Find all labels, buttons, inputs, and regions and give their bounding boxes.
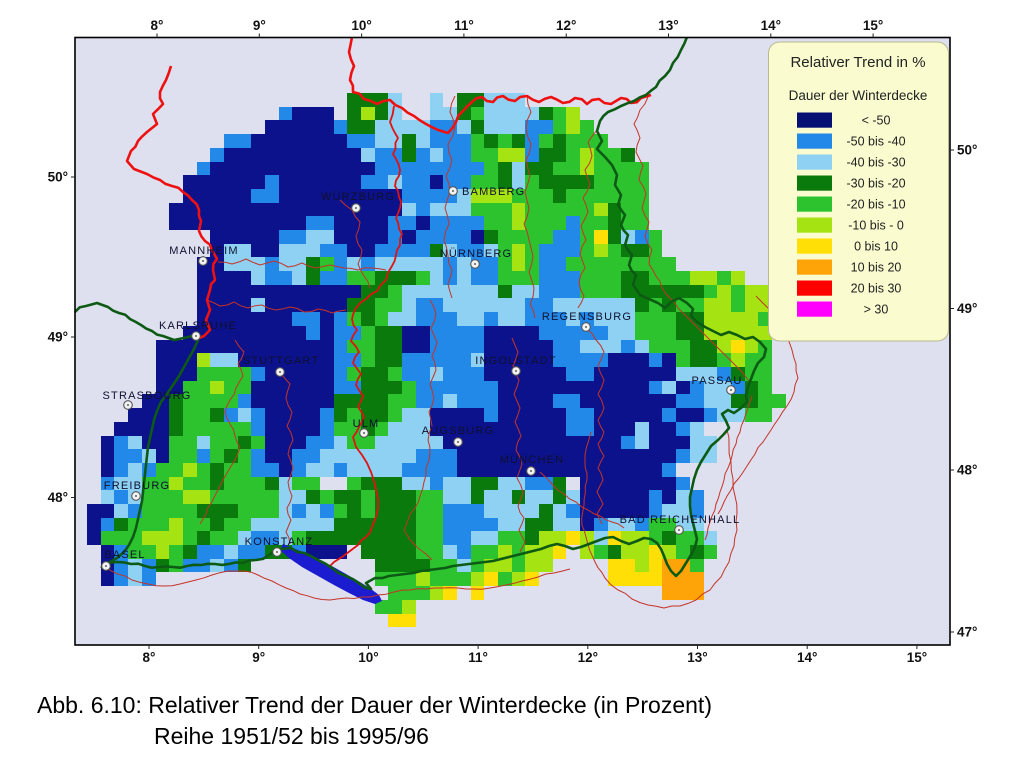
- svg-text:-20 bis -10: -20 bis -10: [846, 198, 905, 212]
- svg-text:20 bis 30: 20 bis 30: [851, 282, 902, 296]
- svg-text:Dauer der Winterdecke: Dauer der Winterdecke: [789, 88, 928, 103]
- svg-text:-40 bis -30: -40 bis -30: [846, 156, 905, 170]
- svg-text:KARLSRUHE: KARLSRUHE: [159, 320, 237, 332]
- svg-text:NÜRNBERG: NÜRNBERG: [440, 248, 513, 260]
- svg-text:-50 bis -40: -50 bis -40: [846, 135, 905, 149]
- svg-text:9°: 9°: [253, 18, 266, 33]
- svg-text:STRASBOURG: STRASBOURG: [102, 390, 191, 402]
- svg-text:Reihe 1951/52 bis 1995/96: Reihe 1951/52 bis 1995/96: [154, 723, 429, 749]
- svg-text:10°: 10°: [358, 650, 378, 665]
- svg-text:0 bis 10: 0 bis 10: [854, 240, 898, 254]
- svg-text:< -50: < -50: [862, 114, 891, 128]
- svg-text:BAMBERG: BAMBERG: [462, 186, 525, 198]
- svg-text:15°: 15°: [863, 18, 883, 33]
- svg-text:REGENSBURG: REGENSBURG: [542, 311, 632, 323]
- svg-text:14°: 14°: [761, 18, 781, 33]
- svg-text:50°: 50°: [48, 170, 68, 185]
- svg-text:8°: 8°: [151, 18, 164, 33]
- svg-text:MÜNCHEN: MÜNCHEN: [500, 454, 565, 466]
- svg-text:-30 bis -20: -30 bis -20: [846, 177, 905, 191]
- svg-text:48°: 48°: [48, 490, 68, 505]
- svg-text:50°: 50°: [957, 143, 977, 158]
- svg-text:10 bis 20: 10 bis 20: [851, 261, 902, 275]
- svg-text:FREIBURG: FREIBURG: [104, 480, 170, 492]
- svg-text:11°: 11°: [454, 18, 474, 33]
- svg-text:13°: 13°: [687, 650, 707, 665]
- svg-text:STUTTGART: STUTTGART: [243, 355, 320, 367]
- svg-text:WÜRZBURG: WÜRZBURG: [321, 191, 395, 203]
- svg-text:12°: 12°: [556, 18, 576, 33]
- svg-text:BAD REICHENHALL: BAD REICHENHALL: [620, 514, 741, 526]
- svg-text:PASSAU: PASSAU: [691, 375, 742, 387]
- svg-text:AUGSBURG: AUGSBURG: [422, 425, 495, 437]
- svg-text:9°: 9°: [252, 650, 265, 665]
- svg-text:BASEL: BASEL: [104, 549, 145, 561]
- svg-text:11°: 11°: [468, 650, 488, 665]
- svg-text:Abb. 6.10: Relativer Trend der: Abb. 6.10: Relativer Trend der Dauer der…: [37, 692, 712, 718]
- svg-text:49°: 49°: [48, 330, 68, 345]
- svg-text:-10 bis - 0: -10 bis - 0: [848, 219, 904, 233]
- svg-text:15°: 15°: [907, 650, 927, 665]
- svg-text:12°: 12°: [578, 650, 598, 665]
- svg-text:10°: 10°: [351, 18, 371, 33]
- svg-text:48°: 48°: [957, 463, 977, 478]
- svg-text:14°: 14°: [797, 650, 817, 665]
- svg-text:> 30: > 30: [864, 303, 889, 317]
- svg-text:ULM: ULM: [353, 418, 380, 430]
- svg-text:8°: 8°: [143, 650, 156, 665]
- svg-text:49°: 49°: [957, 301, 977, 316]
- svg-text:KONSTANZ: KONSTANZ: [245, 536, 314, 548]
- svg-text:INGOLSTADT: INGOLSTADT: [475, 355, 556, 367]
- svg-text:13°: 13°: [658, 18, 678, 33]
- svg-text:MANNHEIM: MANNHEIM: [169, 245, 239, 257]
- svg-text:47°: 47°: [957, 625, 977, 640]
- svg-text:Relativer Trend in %: Relativer Trend in %: [790, 54, 925, 71]
